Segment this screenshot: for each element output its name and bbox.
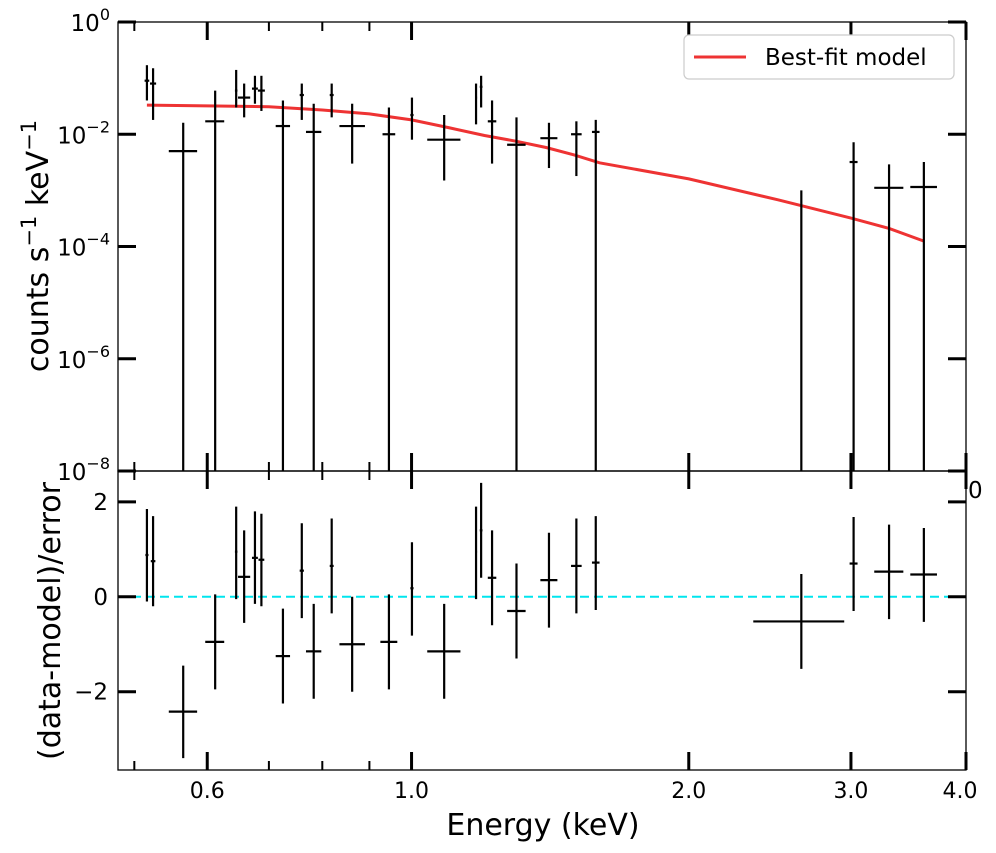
- residual-point: [145, 508, 149, 602]
- x-tick-labels: 0.6 1.0 2.0 3.0 4.0: [190, 779, 978, 804]
- spectrum-y-axis-label: counts s−1 keV−1: [17, 120, 56, 372]
- spectrum-point: [427, 115, 461, 181]
- residual-point: [410, 542, 414, 636]
- spectrum-point: [305, 103, 322, 471]
- residual-point: [591, 516, 600, 611]
- y-tick-label: 2: [93, 490, 108, 516]
- residual-y-tick-labels: 2 0 −2: [74, 490, 108, 706]
- residual-point: [571, 518, 582, 614]
- x-tick-label: 0.6: [190, 779, 225, 804]
- residual-point: [205, 594, 225, 690]
- spectrum-point: [168, 122, 198, 471]
- residual-point: [339, 596, 365, 692]
- spectrum-point: [849, 142, 858, 471]
- legend-box: [683, 34, 955, 80]
- spectrum-point: [910, 162, 937, 471]
- y-tick-label: 10−6: [57, 342, 110, 374]
- residual-point: [251, 511, 258, 604]
- residuals-panel: 20−2 0.6 1.0 2.0 3.0 4.0 (data-model)/error …: [33, 470, 983, 843]
- spectrum-point: [474, 83, 478, 125]
- residual-point: [540, 532, 558, 628]
- spectrum-point: [571, 121, 582, 177]
- residual-point: [474, 506, 478, 600]
- residual-point: [380, 594, 398, 690]
- spectrum-panel: 100 10−2 10−4 10−6 10−8 counts s−1 keV−1 Bes…: [17, 5, 968, 486]
- y-tick-label: 10−2: [57, 117, 110, 149]
- spectrum-point: [339, 103, 365, 164]
- spectrum-point: [591, 119, 600, 471]
- spectrum-y-tick-labels: 100 10−2 10−4 10−6 10−8: [57, 5, 110, 486]
- x-tick-label: 2.0: [671, 779, 706, 804]
- residual-point: [487, 530, 497, 626]
- residuals-frame: [117, 470, 967, 771]
- x-tick-label: 4.0: [943, 779, 978, 804]
- stray-tick-label: 0: [968, 478, 983, 504]
- spectrum-point: [382, 107, 396, 471]
- residual-point: [427, 603, 461, 699]
- spectrum-point: [251, 75, 258, 104]
- residual-point: [275, 608, 291, 704]
- x-tick-label: 1.0: [394, 779, 429, 804]
- residual-ticks: [118, 471, 968, 770]
- spectrum-point: [540, 122, 558, 169]
- spectrum-point: [144, 65, 150, 101]
- spectrum-point: [238, 83, 251, 118]
- spectrum-point: [234, 69, 238, 108]
- residual-point: [507, 563, 526, 659]
- spectrum-point: [410, 97, 414, 140]
- residual-point: [753, 573, 845, 669]
- residual-point: [150, 516, 156, 607]
- residual-point: [168, 665, 198, 759]
- residual-point: [238, 530, 251, 623]
- spectrum-point: [257, 75, 265, 111]
- residual-point: [329, 518, 334, 614]
- spectrum-point: [487, 100, 497, 164]
- residual-point: [234, 506, 238, 600]
- residual-point: [258, 513, 265, 607]
- spectrum-point: [205, 90, 225, 471]
- spectrum-data-layer: [144, 65, 937, 471]
- y-tick-label: 10−4: [57, 230, 110, 262]
- model-curve: [146, 103, 925, 243]
- model-curve-layer: [146, 103, 925, 243]
- residuals-y-axis-label: (data-model)/error: [33, 481, 68, 760]
- spectrum-point: [150, 68, 157, 120]
- residual-point: [874, 524, 904, 620]
- x-tick-label: 3.0: [833, 779, 868, 804]
- residual-point: [479, 482, 483, 578]
- y-tick-label: −2: [74, 680, 108, 706]
- legend: Best-fit model: [683, 34, 955, 80]
- residual-data-layer: [145, 482, 937, 759]
- spectrum-point: [874, 164, 904, 471]
- residual-point: [299, 523, 304, 619]
- legend-label: Best-fit model: [765, 45, 927, 71]
- y-tick-label: 10−8: [57, 454, 110, 486]
- y-tick-label: 0: [93, 585, 108, 611]
- spectrum-point: [479, 75, 483, 108]
- residual-point: [910, 527, 937, 622]
- x-axis-label: Energy (keV): [446, 808, 639, 843]
- residual-point: [305, 603, 322, 699]
- spectrum-point: [329, 83, 334, 118]
- residual-point: [849, 517, 858, 612]
- spectrum-point: [299, 83, 304, 120]
- spectrum-point: [275, 100, 291, 471]
- spectrum-point: [507, 117, 526, 471]
- y-tick-label: 100: [71, 5, 110, 37]
